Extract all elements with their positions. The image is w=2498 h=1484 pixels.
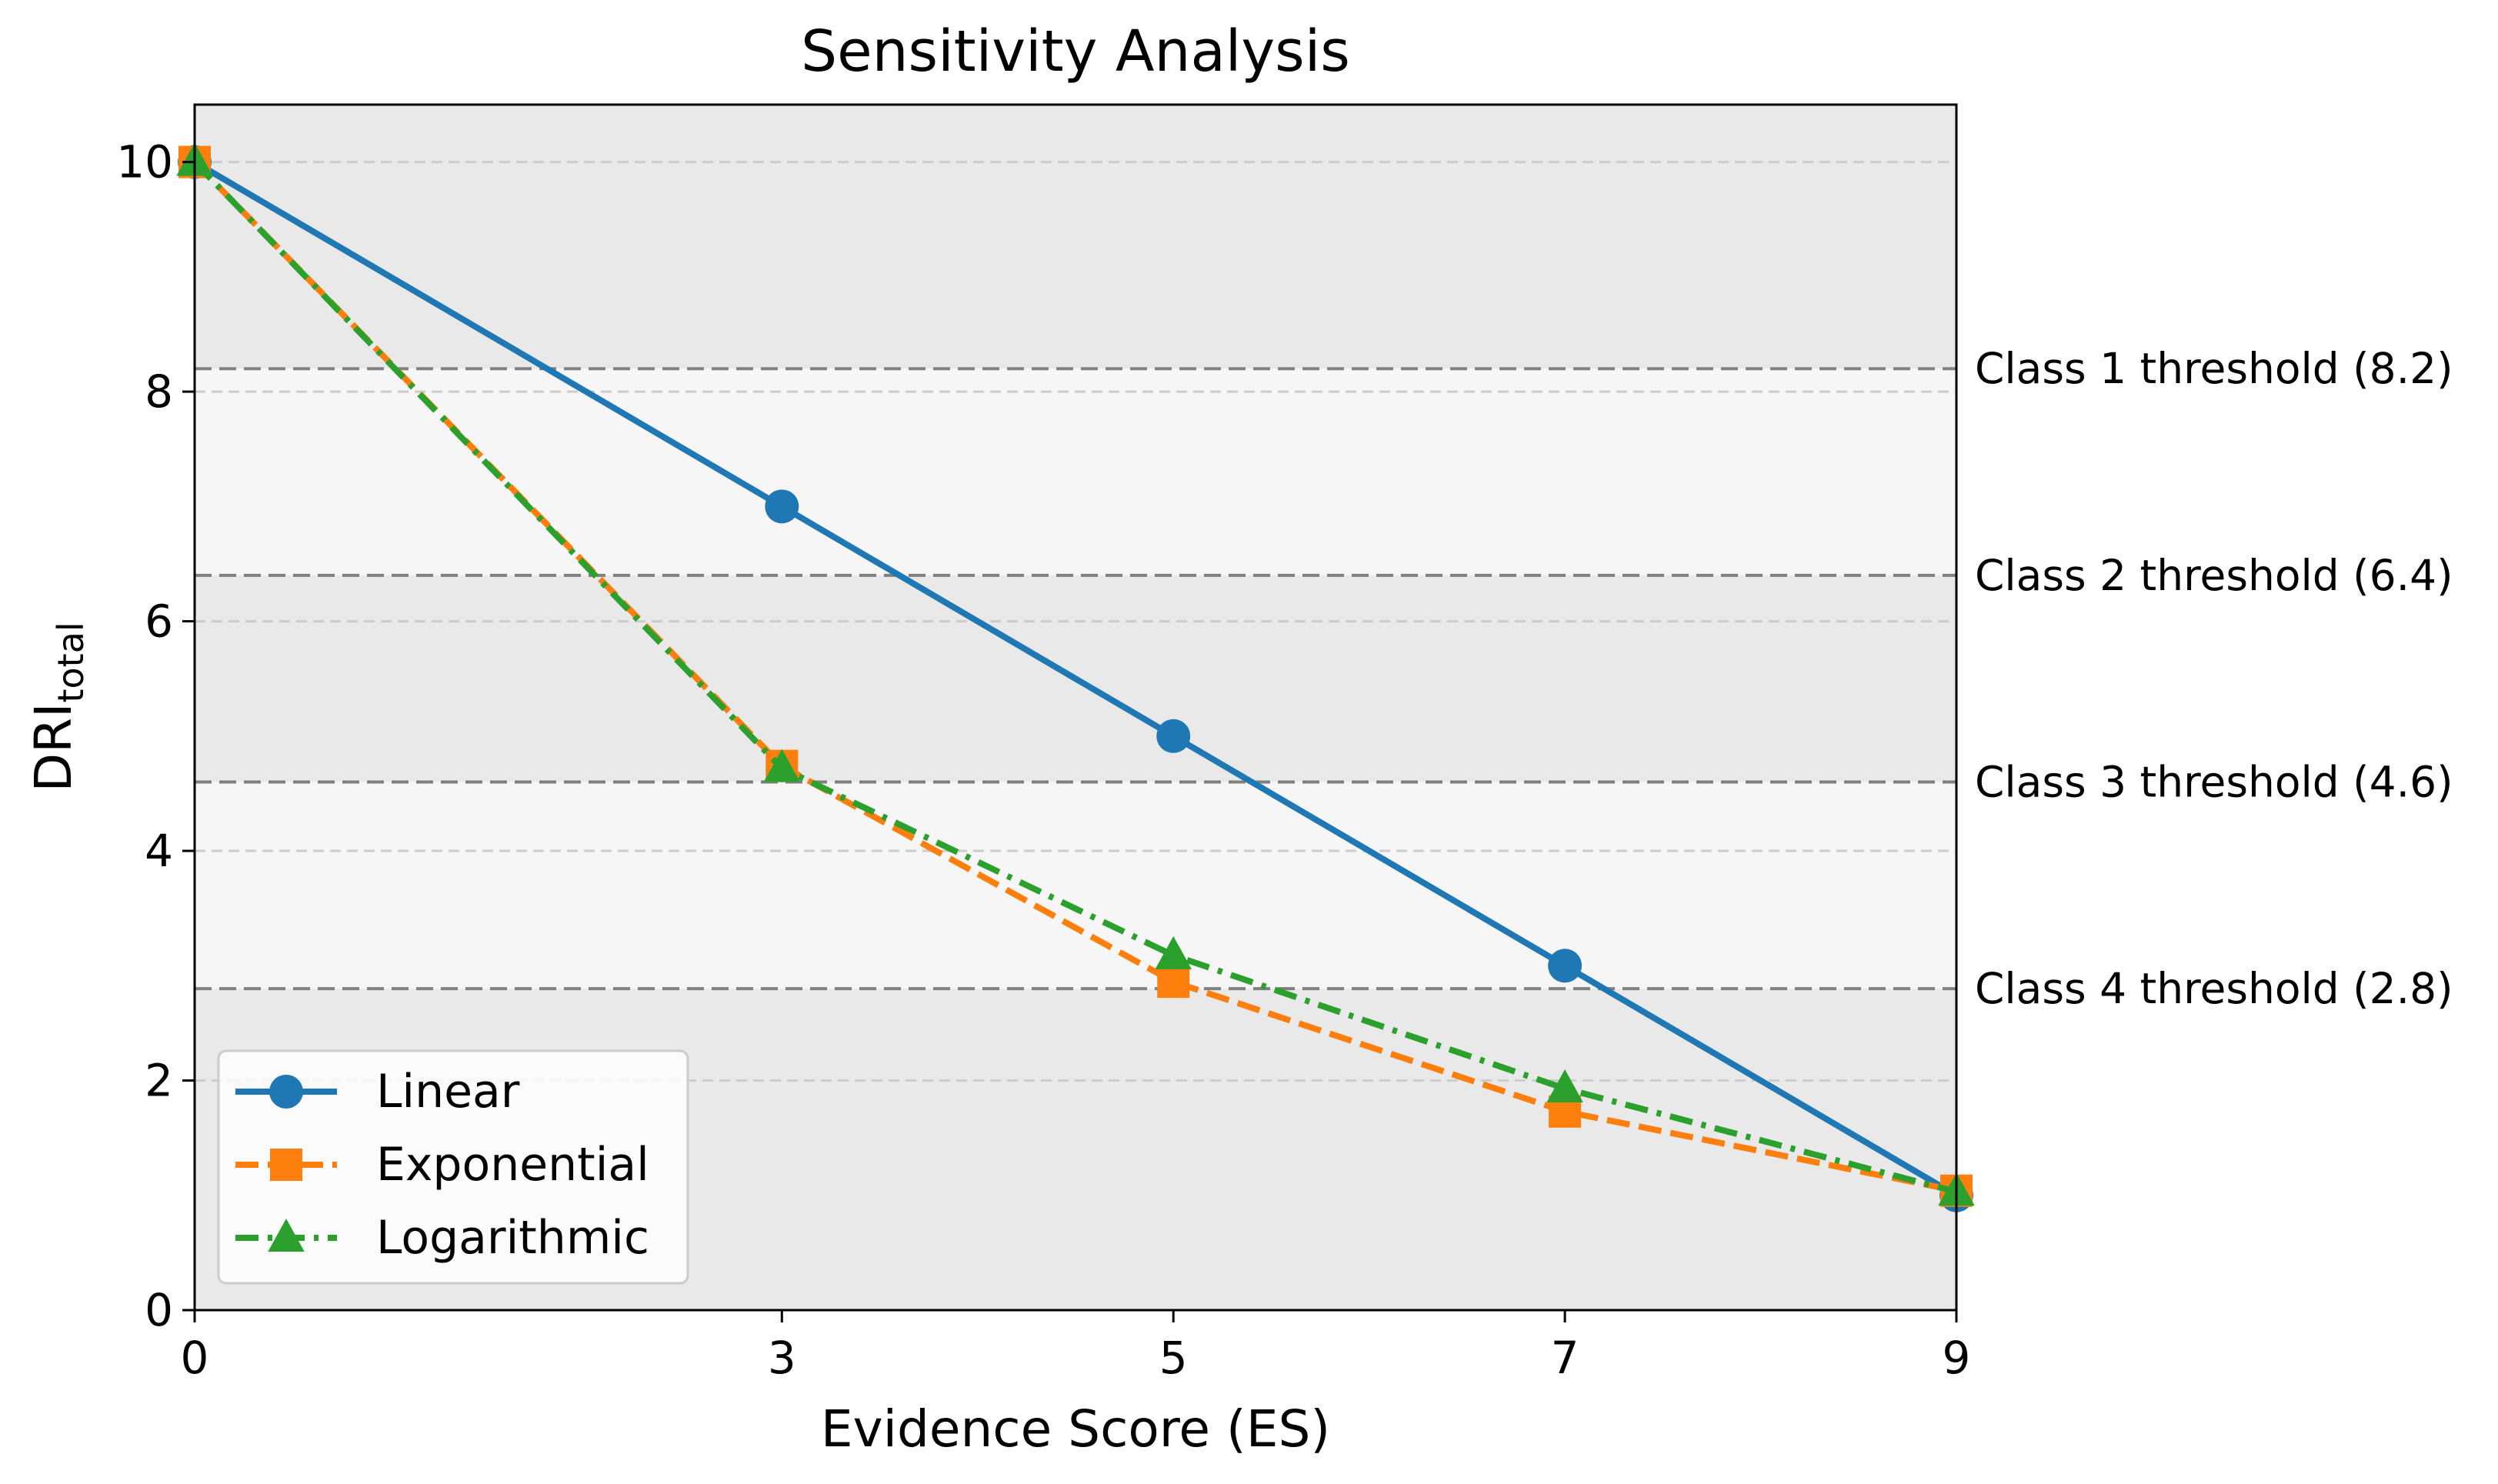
class-bands	[195, 105, 1956, 1310]
band-4	[195, 105, 1956, 369]
y-tick-label-4: 4	[145, 825, 173, 877]
legend-items: Linear Exponential Logarithmic	[235, 1065, 649, 1265]
plot-frame	[193, 103, 1958, 1312]
y-tick-label-8: 8	[145, 365, 173, 418]
data-point-linear-1	[765, 489, 799, 524]
y-axis-ticks: 0 2 4 6 8 10	[116, 136, 195, 1336]
y-tick-label-2: 2	[145, 1055, 173, 1107]
x-axis-ticks: 0 3 5 7 9	[181, 1310, 1971, 1384]
legend-marker-logarithmic	[268, 1219, 305, 1252]
band-3	[195, 368, 1956, 575]
y-axis-label-base: DRI	[24, 703, 83, 792]
x-tick-label-9: 9	[1943, 1332, 1971, 1384]
series-group	[176, 142, 1975, 1212]
x-tick-label-5: 5	[1159, 1332, 1188, 1384]
threshold-label-2: Class 2 threshold (6.4)	[1975, 551, 2453, 600]
data-point-exponential-2	[1157, 965, 1190, 999]
threshold-label-4: Class 4 threshold (2.8)	[1975, 964, 2453, 1013]
y-tick-label-10: 10	[116, 136, 173, 188]
x-tick-label-7: 7	[1551, 1332, 1579, 1384]
threshold-label-1: Class 1 threshold (8.2)	[1975, 344, 2453, 393]
series-line-logarithmic	[192, 159, 1958, 1196]
data-point-logarithmic-3	[1546, 1069, 1583, 1102]
data-point-logarithmic-2	[1155, 935, 1192, 969]
y-tick-label-0: 0	[145, 1284, 173, 1336]
x-tick-label-0: 0	[181, 1332, 209, 1384]
data-point-linear-3	[1548, 949, 1583, 983]
legend-label-exponential: Exponential	[376, 1138, 649, 1192]
legend-label-logarithmic: Logarithmic	[376, 1211, 649, 1265]
y-axis-label: DRItotal	[24, 622, 92, 792]
legend-box	[217, 1049, 689, 1285]
data-point-logarithmic-1	[763, 749, 801, 782]
y-axis-label-subscript: total	[50, 622, 92, 702]
threshold-label-3: Class 3 threshold (4.6)	[1975, 758, 2453, 807]
y-tick-label-6: 6	[145, 595, 173, 648]
legend: Linear Exponential Logarithmic	[217, 1049, 689, 1285]
legend-marker-exponential	[270, 1149, 302, 1181]
threshold-lines: Class 1 threshold (8.2) Class 2 threshold…	[195, 344, 2453, 1013]
x-axis-label: Evidence Score (ES)	[821, 1399, 1330, 1459]
legend-label-linear: Linear	[376, 1065, 520, 1119]
x-tick-label-3: 3	[768, 1332, 796, 1384]
band-1	[195, 782, 1956, 989]
data-point-linear-2	[1156, 719, 1191, 753]
chart-title: Sensitivity Analysis	[801, 18, 1350, 85]
legend-marker-linear	[269, 1075, 303, 1109]
